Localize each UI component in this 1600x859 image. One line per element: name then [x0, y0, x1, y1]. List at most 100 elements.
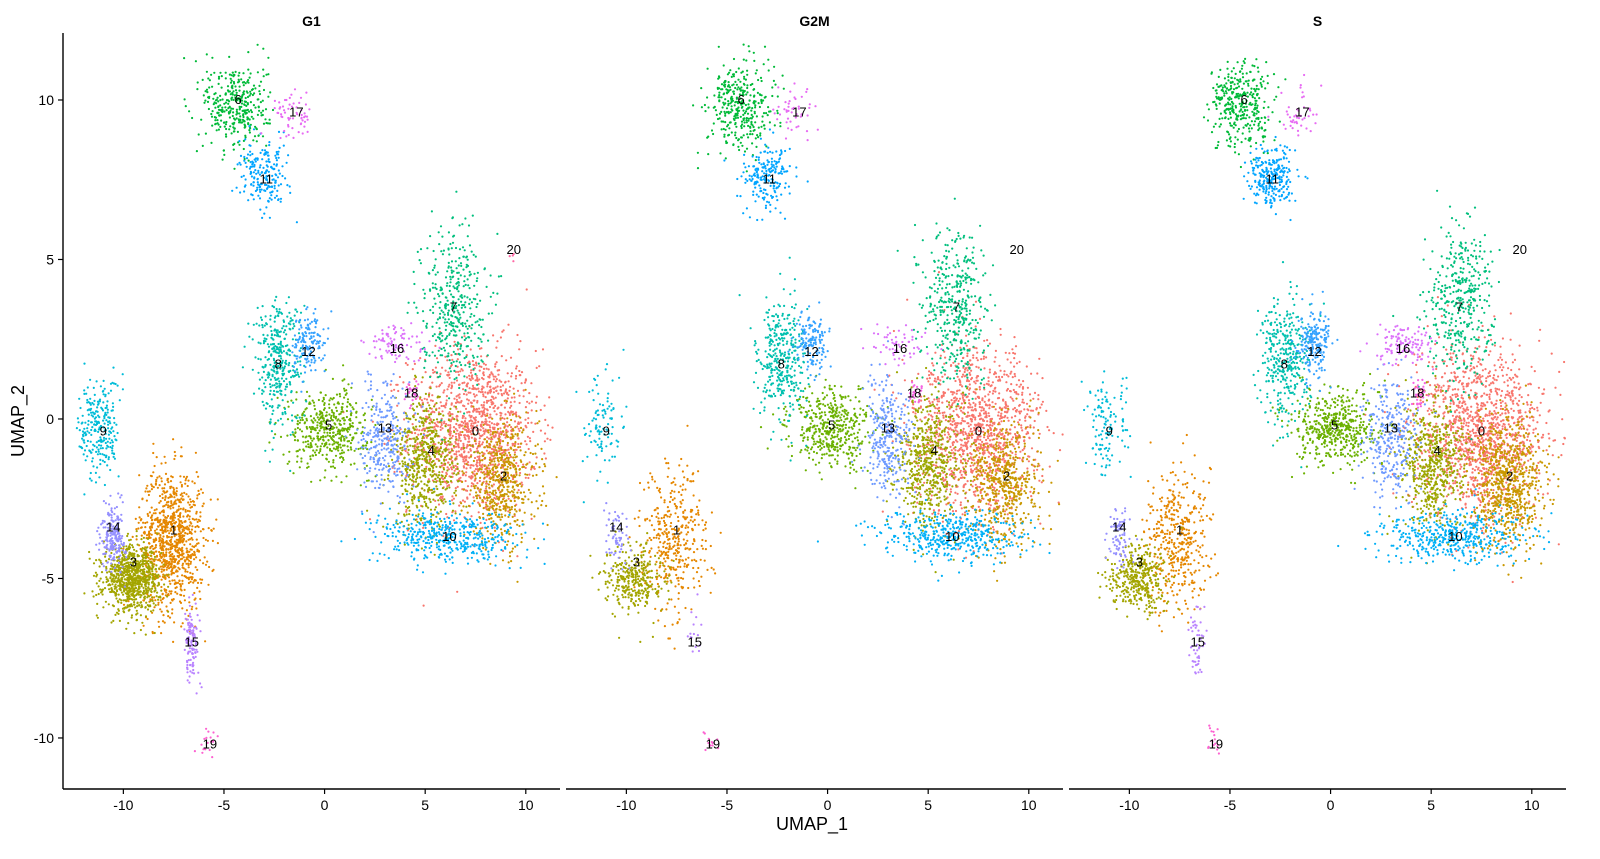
data-point	[199, 515, 202, 518]
data-point	[440, 382, 443, 385]
data-point	[475, 463, 478, 466]
data-point	[355, 432, 358, 435]
data-point	[434, 499, 437, 502]
data-point	[208, 86, 211, 89]
data-point	[175, 487, 178, 490]
data-point	[452, 497, 455, 500]
data-point	[423, 467, 426, 471]
data-point	[541, 470, 545, 473]
data-point	[355, 410, 358, 413]
data-point	[511, 486, 514, 489]
data-point	[428, 469, 431, 472]
data-point	[309, 430, 313, 434]
data-point	[476, 379, 479, 382]
data-point	[453, 418, 456, 421]
data-point	[466, 485, 470, 488]
data-point	[190, 578, 193, 581]
data-point	[519, 416, 522, 419]
data-point	[219, 99, 222, 102]
data-point	[154, 546, 157, 549]
data-point	[170, 570, 173, 573]
data-point	[156, 576, 159, 579]
data-point	[262, 75, 265, 78]
data-point	[538, 420, 541, 423]
data-point	[193, 551, 196, 555]
data-point	[549, 438, 552, 441]
data-point	[488, 458, 491, 461]
data-point	[164, 577, 167, 581]
data-point	[223, 153, 226, 156]
data-point	[330, 479, 333, 482]
data-point	[501, 498, 505, 501]
data-point	[488, 420, 491, 423]
data-point	[455, 432, 458, 435]
data-point	[445, 399, 448, 402]
data-point	[245, 104, 248, 107]
data-point	[503, 500, 506, 503]
data-point	[421, 452, 424, 455]
data-point	[230, 79, 233, 82]
data-point	[127, 622, 130, 625]
data-point	[439, 481, 442, 484]
data-point	[233, 167, 236, 170]
data-point	[189, 580, 192, 583]
cluster-5-points	[268, 364, 380, 487]
data-point	[236, 130, 239, 133]
data-point	[492, 431, 495, 434]
data-point	[485, 480, 488, 483]
data-point	[340, 481, 343, 484]
data-point	[189, 506, 192, 509]
data-point	[467, 391, 470, 394]
data-point	[133, 589, 136, 593]
data-point	[482, 362, 485, 365]
data-point	[314, 419, 317, 422]
data-point	[150, 525, 153, 528]
data-point	[163, 559, 166, 562]
data-point	[496, 441, 499, 444]
data-point	[398, 470, 402, 473]
data-point	[485, 399, 489, 402]
data-point	[217, 100, 220, 103]
data-point	[310, 480, 313, 483]
data-point	[515, 374, 518, 378]
data-point	[184, 570, 187, 573]
data-point	[539, 429, 543, 432]
data-point	[230, 132, 233, 135]
data-point	[247, 68, 250, 71]
data-point	[135, 550, 138, 553]
data-point	[404, 440, 407, 443]
data-point	[179, 475, 182, 478]
data-point	[488, 518, 491, 521]
data-point	[181, 579, 184, 583]
data-point	[206, 539, 209, 542]
data-point	[433, 411, 436, 414]
data-point	[511, 534, 515, 537]
data-point	[480, 415, 483, 418]
data-point	[411, 473, 414, 476]
data-point	[196, 520, 199, 524]
data-point	[153, 631, 156, 635]
data-point	[167, 576, 171, 579]
data-point	[305, 390, 309, 393]
data-point	[437, 411, 441, 414]
data-point	[426, 427, 429, 430]
data-point	[409, 431, 412, 434]
data-point	[189, 543, 192, 546]
data-point	[223, 110, 226, 113]
data-point	[246, 91, 249, 94]
data-point	[494, 446, 497, 449]
data-point	[417, 496, 420, 499]
data-point	[404, 362, 407, 365]
data-point	[201, 144, 204, 147]
data-point	[466, 434, 469, 437]
data-point	[195, 538, 198, 541]
data-point	[226, 85, 230, 88]
data-point	[439, 425, 442, 429]
data-point	[163, 498, 167, 501]
data-point	[204, 640, 207, 643]
data-point	[187, 479, 190, 482]
data-point	[469, 464, 472, 467]
data-point	[518, 524, 521, 528]
data-point	[448, 411, 451, 414]
data-point	[163, 491, 166, 494]
